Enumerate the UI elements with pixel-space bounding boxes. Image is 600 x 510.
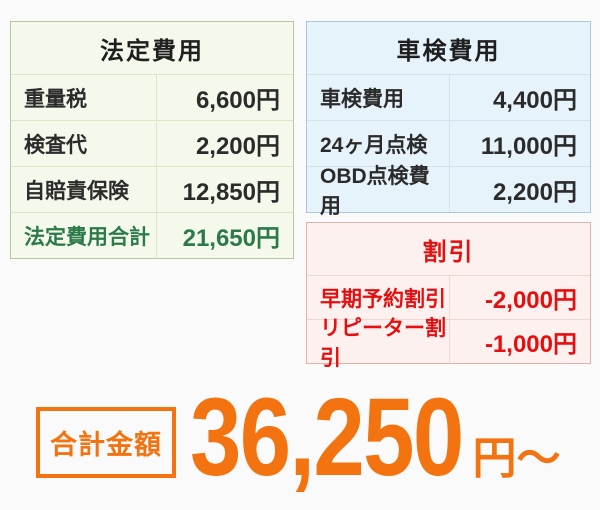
inspection-fees-table-title: 車検費用 [396,37,501,65]
legal-fees-table: 法定費用 重量税 6,600円 検査代 2,200円 自賠責保険 12,850円… [10,21,294,259]
table-row: 24ヶ月点検 11,000円 [307,120,590,166]
legal-fees-total-row: 法定費用合計 21,650円 [11,212,293,258]
discount-value: -1,000円 [449,320,590,363]
fee-label: 24ヶ月点検 [320,133,428,157]
fee-value: 4,400円 [449,75,590,120]
fee-value: 11,000円 [449,121,590,166]
fee-label: 車検費用 [320,87,404,111]
fee-label: 重量税 [24,87,87,111]
fee-value: 12,850円 [156,167,293,212]
discount-table: 割引 早期予約割引 -2,000円 リピーター割引 -1,000円 [306,222,591,370]
total-amount-label-box: 合計金額 [36,407,176,478]
total-amount-section: 合計金額 36,250 円〜 [36,376,561,499]
discount-label: 早期予約割引 [320,287,446,311]
discount-value: -2,000円 [449,276,590,319]
fee-value: 6,600円 [156,75,293,120]
fee-value: 2,200円 [449,167,590,212]
table-row: 重量税 6,600円 [11,74,293,120]
table-row: 車検費用 4,400円 [307,74,590,120]
table-row: リピーター割引 -1,000円 [307,316,590,370]
table-row: 早期予約割引 -2,000円 [307,275,590,319]
legal-fees-table-title: 法定費用 [100,37,204,65]
total-amount-unit: 円〜 [472,434,561,483]
fee-label: 法定費用合計 [24,225,150,249]
total-amount-label: 合計金額 [50,430,162,460]
table-row: 検査代 2,200円 [11,120,293,166]
fee-label: 自賠責保険 [24,179,129,203]
fee-label: 検査代 [24,133,87,157]
fee-label: OBD点検費用 [320,164,430,218]
table-row: OBD点検費用 2,200円 [307,164,590,218]
total-amount-value: 36,250 [190,376,464,499]
table-row: 自賠責保険 12,850円 [11,166,293,212]
inspection-fees-table: 車検費用 車検費用 4,400円 24ヶ月点検 11,000円 OBD点検費用 … [306,21,591,218]
discount-label: リピーター割引 [320,316,446,370]
discount-table-title: 割引 [422,238,475,266]
fee-value: 21,650円 [156,213,293,258]
fee-value: 2,200円 [156,121,293,166]
